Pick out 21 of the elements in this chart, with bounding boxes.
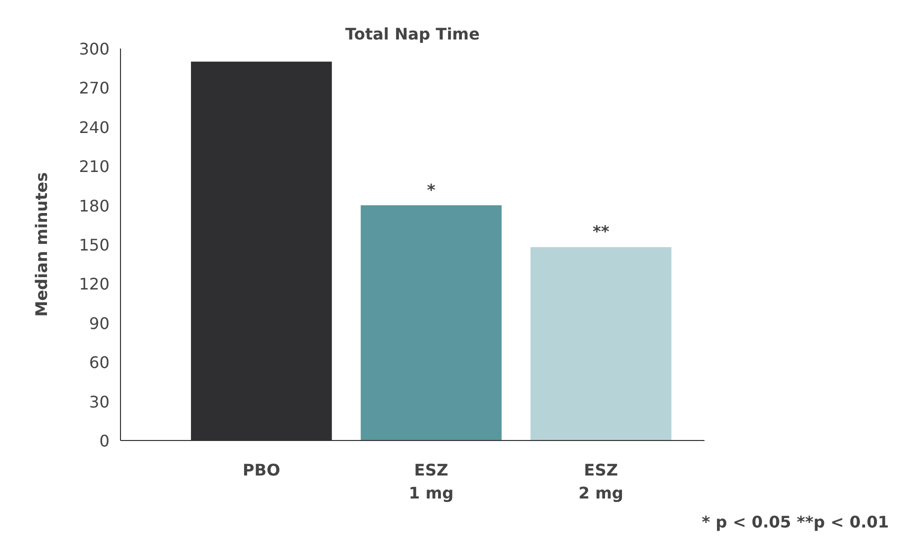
annotation: **: [592, 222, 610, 242]
y-tick-label: 30: [89, 392, 110, 412]
y-tick-label: 60: [89, 353, 110, 372]
y-tick-label: 0: [99, 432, 110, 450]
bar: [360, 205, 502, 440]
y-tick-label: 300: [78, 40, 110, 58]
y-tick-label: 270: [78, 78, 110, 98]
chart-title: Total Nap Time: [345, 24, 480, 44]
x-tick-label: ESZ 2 mg: [578, 460, 624, 502]
text: * p < 0.05 **p < 0.01: [702, 512, 889, 532]
y-tick-label: 180: [78, 196, 110, 216]
annotation: *: [426, 180, 436, 200]
y-tick-label: 120: [78, 274, 110, 294]
x-tick-label: PBO: [242, 460, 280, 480]
y-tick-label: 90: [89, 314, 110, 333]
y-axis-title: Median minutes: [32, 172, 51, 317]
y-tick-label: 150: [78, 236, 110, 254]
bar: [530, 247, 672, 440]
y-tick-label: 210: [78, 157, 110, 176]
y-tick-label: 240: [78, 118, 110, 137]
x-tick-label: ESZ 1 mg: [408, 460, 454, 502]
